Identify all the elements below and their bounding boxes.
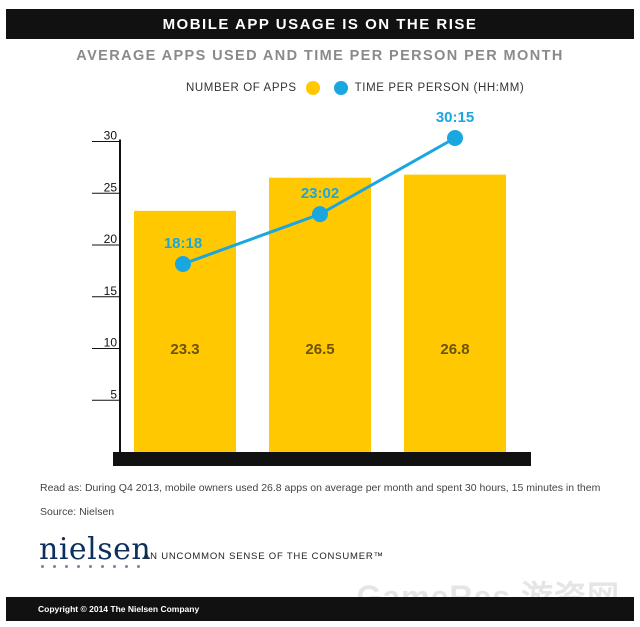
time-point-label: 18:18	[164, 235, 202, 252]
x-axis-baseline	[113, 452, 531, 466]
y-tick-label: 20	[104, 232, 118, 246]
logo-dots	[41, 565, 140, 568]
bar-apps	[269, 177, 371, 452]
time-point-label: 23:02	[301, 185, 339, 202]
legend-time-label: TIME PER PERSON (HH:MM)	[354, 82, 525, 94]
source-note: Source: Nielsen	[40, 506, 115, 518]
footer-bar: Copyright © 2014 The Nielsen Company	[6, 597, 634, 621]
nielsen-logo: nielsen	[39, 532, 152, 567]
copyright-text: Copyright © 2014 The Nielsen Company	[38, 604, 200, 614]
bar-apps	[404, 174, 506, 452]
bar-value-label: 26.5	[305, 341, 334, 358]
time-point	[175, 256, 191, 272]
legend-apps-swatch	[305, 81, 320, 95]
y-tick-label: 15	[104, 284, 118, 298]
chart-area: 5 10 15 20 25 30 23.3 26.5 26.8 18:18 23:02 30:15	[92, 109, 531, 466]
y-tick-label: 5	[110, 387, 117, 401]
y-tick-label: 25	[104, 180, 118, 194]
read-as-note: Read as: During Q4 2013, mobile owners u…	[40, 482, 601, 494]
brand-tagline: AN UNCOMMON SENSE OF THE CONSUMER™	[143, 551, 384, 562]
y-tick-label: 10	[104, 336, 118, 350]
header-title: MOBILE APP USAGE IS ON THE RISE	[162, 15, 478, 33]
header-bar: MOBILE APP USAGE IS ON THE RISE	[6, 9, 634, 39]
chart-title: AVERAGE APPS USED AND TIME PER PERSON PE…	[76, 48, 564, 64]
time-point	[312, 206, 328, 223]
bar-value-label: 26.8	[440, 341, 469, 358]
y-tick-label: 30	[104, 129, 118, 143]
time-point	[447, 130, 463, 146]
time-point-label: 30:15	[436, 109, 474, 126]
legend-apps-label: NUMBER OF APPS	[186, 82, 297, 94]
chart-legend: NUMBER OF APPS TIME PER PERSON (HH:MM)	[186, 78, 524, 98]
legend-time-swatch	[333, 81, 348, 95]
bar-value-label: 23.3	[170, 341, 199, 358]
